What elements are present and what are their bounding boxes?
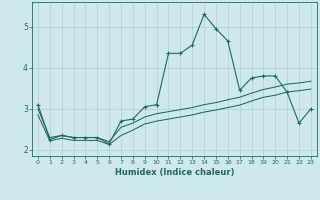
X-axis label: Humidex (Indice chaleur): Humidex (Indice chaleur) [115,168,234,177]
